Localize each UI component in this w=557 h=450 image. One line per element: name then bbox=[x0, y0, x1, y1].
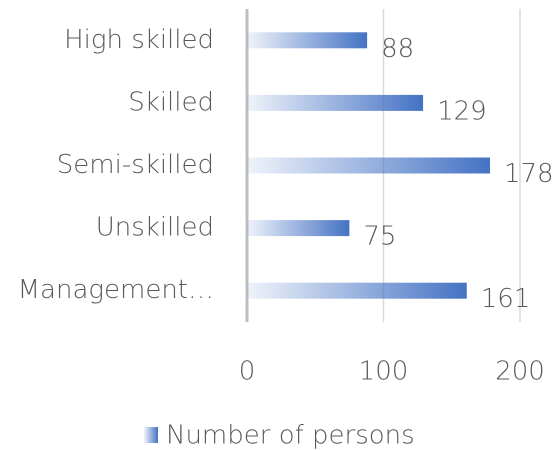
y-tick-label: Management… bbox=[18, 275, 214, 305]
x-tick-label: 0 bbox=[239, 357, 256, 387]
legend-label: Number of persons bbox=[166, 421, 415, 450]
y-tick-label: High skilled bbox=[64, 25, 214, 55]
y-tick-label: Semi-skilled bbox=[57, 150, 214, 180]
data-label: 161 bbox=[481, 284, 531, 314]
legend-swatch bbox=[144, 427, 158, 443]
x-tick-label: 100 bbox=[359, 357, 409, 387]
bar bbox=[247, 94, 424, 111]
x-tick-label: 200 bbox=[495, 357, 545, 387]
bar bbox=[247, 157, 490, 174]
bar bbox=[247, 32, 368, 49]
y-tick-label: Unskilled bbox=[96, 213, 214, 243]
data-label: 88 bbox=[381, 34, 414, 64]
bar bbox=[247, 220, 350, 237]
data-label: 129 bbox=[437, 96, 487, 126]
data-label: 75 bbox=[363, 222, 396, 252]
data-label: 178 bbox=[504, 159, 554, 189]
bar bbox=[247, 282, 467, 299]
y-tick-label: Skilled bbox=[128, 87, 214, 117]
